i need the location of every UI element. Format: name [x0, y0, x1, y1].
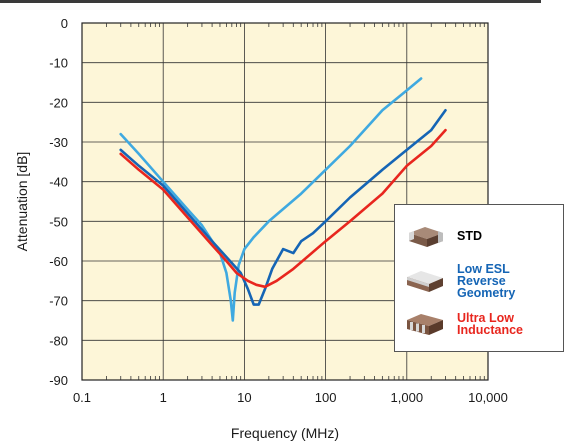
x-axis-label: Frequency (MHz)	[231, 425, 339, 441]
top-border-gap	[541, 0, 573, 3]
x-tick-label: 0.1	[73, 390, 91, 405]
minor-tick-marks	[106, 23, 485, 380]
legend-item-std: STD	[403, 219, 557, 253]
legend-label-ultra-low: Ultra Low Inductance	[457, 311, 523, 337]
y-tick-label: -60	[49, 254, 68, 269]
series-line-1	[119, 109, 447, 306]
x-tick-label: 10,000	[468, 390, 508, 405]
y-tick-label: -10	[49, 56, 68, 71]
y-tick-label: -80	[49, 333, 68, 348]
y-tick-label: -20	[49, 95, 68, 110]
y-tick-label: -40	[49, 175, 68, 190]
y-tick-label: -30	[49, 135, 68, 150]
ultra-low-capacitor-icon	[407, 314, 443, 335]
series-line-2	[119, 128, 447, 289]
x-tick-label: 1,000	[391, 390, 424, 405]
y-tick-label: -90	[49, 373, 68, 388]
legend-item-ultra-low: Ultra Low Inductance	[403, 307, 557, 341]
low-esl-capacitor-icon	[407, 271, 443, 292]
legend-item-low-esl: Low ESL Reverse Geometry	[403, 263, 557, 299]
top-border	[0, 0, 573, 3]
tick-labels: 0 -10 -20 -30 -40 -50 -60 -70 -80 -90 0.1 1 10 100 1,0…	[49, 16, 508, 405]
legend: STD Low ESL Reverse Geometry Ultra Low I…	[394, 204, 564, 352]
y-tick-label: -50	[49, 214, 68, 229]
y-tick-label: -70	[49, 294, 68, 309]
y-axis-label: Attenuation [dB]	[14, 152, 30, 252]
series-line-0	[119, 77, 423, 322]
x-tick-label: 100	[315, 390, 337, 405]
legend-label-low-esl: Low ESL Reverse Geometry	[457, 262, 516, 300]
series-lines	[119, 77, 447, 322]
std-capacitor-icon	[409, 227, 443, 247]
legend-label-std: STD	[457, 229, 482, 243]
x-tick-label: 1	[160, 390, 167, 405]
x-tick-label: 10	[237, 390, 251, 405]
y-tick-label: 0	[61, 16, 68, 31]
